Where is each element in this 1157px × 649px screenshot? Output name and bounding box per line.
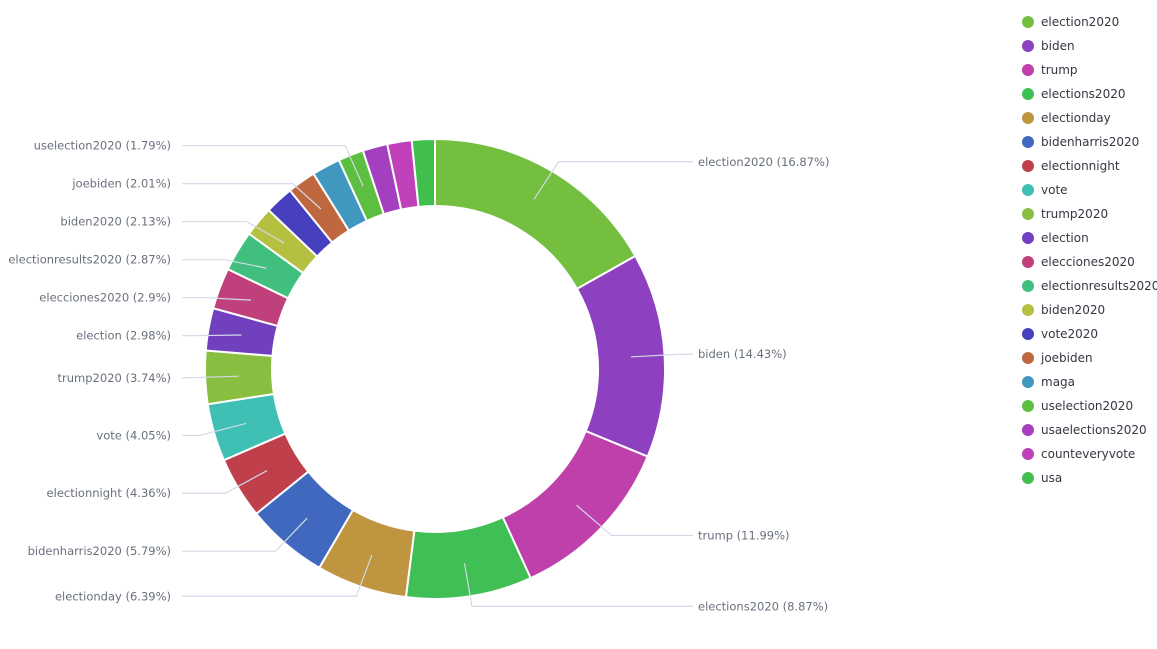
legend-item-counteveryvote[interactable]: counteveryvote xyxy=(1022,442,1157,466)
legend-item-electionnight[interactable]: electionnight xyxy=(1022,154,1157,178)
legend-label: biden xyxy=(1041,39,1075,53)
leader-line xyxy=(182,554,373,597)
legend-label: biden2020 xyxy=(1041,303,1106,317)
legend-swatch-icon xyxy=(1022,112,1034,124)
leader-line xyxy=(182,375,239,379)
legend-item-vote[interactable]: vote xyxy=(1022,178,1157,202)
leader-line xyxy=(463,563,693,607)
legend-swatch-icon xyxy=(1022,448,1034,460)
slice-label: uselection2020 (1.79%) xyxy=(34,139,171,153)
leader-line xyxy=(182,145,364,187)
legend-label: electionnight xyxy=(1041,159,1120,173)
slice-label: electionday (6.39%) xyxy=(55,589,171,603)
legend-label: elections2020 xyxy=(1041,87,1126,101)
legend-swatch-icon xyxy=(1022,88,1034,100)
slice-label: trump2020 (3.74%) xyxy=(58,371,171,385)
slice-label: election2020 (16.87%) xyxy=(698,155,829,169)
leader-line xyxy=(576,504,693,537)
legend-item-election2020[interactable]: election2020 xyxy=(1022,10,1157,34)
legend-item-bidenharris2020[interactable]: bidenharris2020 xyxy=(1022,130,1157,154)
legend-label: usa xyxy=(1041,471,1063,485)
legend-swatch-icon xyxy=(1022,136,1034,148)
legend-swatch-icon xyxy=(1022,328,1034,340)
legend-label: trump xyxy=(1041,63,1078,77)
slice-label: bidenharris2020 (5.79%) xyxy=(28,544,171,558)
legend-item-uselection2020[interactable]: uselection2020 xyxy=(1022,394,1157,418)
legend-item-elecciones2020[interactable]: elecciones2020 xyxy=(1022,250,1157,274)
legend-swatch-icon xyxy=(1022,208,1034,220)
slice-label: elections2020 (8.87%) xyxy=(698,599,828,613)
legend-swatch-icon xyxy=(1022,280,1034,292)
slice-label: vote (4.05%) xyxy=(96,428,171,442)
slice-label: electionresults2020 (2.87%) xyxy=(8,253,171,267)
leader-line xyxy=(182,422,247,437)
leader-line xyxy=(631,353,693,358)
slice-label: biden (14.43%) xyxy=(698,347,787,361)
legend-item-election[interactable]: election xyxy=(1022,226,1157,250)
donut-chart: election2020 (16.87%) biden (14.43%) trump… xyxy=(8,137,829,614)
legend-label: vote xyxy=(1041,183,1068,197)
legend-label: election xyxy=(1041,231,1089,245)
legend-swatch-icon xyxy=(1022,160,1034,172)
legend-swatch-icon xyxy=(1022,232,1034,244)
slice-label: joebiden (2.01%) xyxy=(71,177,171,191)
slice-label: trump (11.99%) xyxy=(698,528,790,542)
slice-label: electionnight (4.36%) xyxy=(47,486,171,500)
slice-label: elecciones2020 (2.9%) xyxy=(39,291,171,305)
legend-swatch-icon xyxy=(1022,256,1034,268)
legend-item-elections2020[interactable]: elections2020 xyxy=(1022,82,1157,106)
legend-label: usaelections2020 xyxy=(1041,423,1147,437)
legend-label: counteveryvote xyxy=(1041,447,1136,461)
legend-swatch-icon xyxy=(1022,40,1034,52)
legend-item-trump[interactable]: trump xyxy=(1022,58,1157,82)
legend-swatch-icon xyxy=(1022,184,1034,196)
leader-line xyxy=(182,334,242,337)
legend-label: election2020 xyxy=(1041,15,1120,29)
donut-slices xyxy=(204,137,666,600)
legend-label: electionresults2020 xyxy=(1041,279,1157,293)
legend-label: elecciones2020 xyxy=(1041,255,1135,269)
legend-item-maga[interactable]: maga xyxy=(1022,370,1157,394)
chart-legend: election2020 biden trump elections2020 elect… xyxy=(1022,10,1157,490)
legend-swatch-icon xyxy=(1022,16,1034,28)
slice-label: election (2.98%) xyxy=(76,329,171,343)
legend-item-biden2020[interactable]: biden2020 xyxy=(1022,298,1157,322)
leader-line xyxy=(182,297,252,301)
legend-item-trump2020[interactable]: trump2020 xyxy=(1022,202,1157,226)
leader-line xyxy=(182,470,268,494)
legend-swatch-icon xyxy=(1022,64,1034,76)
legend-label: electionday xyxy=(1041,111,1111,125)
slice-trump[interactable] xyxy=(501,429,649,580)
legend-item-electionresults2020[interactable]: electionresults2020 xyxy=(1022,274,1157,298)
legend-swatch-icon xyxy=(1022,352,1034,364)
legend-swatch-icon xyxy=(1022,304,1034,316)
legend-item-electionday[interactable]: electionday xyxy=(1022,106,1157,130)
legend-label: vote2020 xyxy=(1041,327,1099,341)
slice-label: biden2020 (2.13%) xyxy=(60,215,171,229)
legend-label: maga xyxy=(1041,375,1076,389)
legend-swatch-icon xyxy=(1022,400,1034,412)
legend-item-vote2020[interactable]: vote2020 xyxy=(1022,322,1157,346)
leader-line xyxy=(533,161,693,200)
legend-label: bidenharris2020 xyxy=(1041,135,1140,149)
legend-swatch-icon xyxy=(1022,472,1034,484)
leader-line xyxy=(182,517,308,552)
legend-label: joebiden xyxy=(1041,351,1093,365)
slice-labels: election2020 (16.87%) biden (14.43%) trump… xyxy=(8,139,829,614)
leader-line xyxy=(182,221,285,244)
legend-item-usa[interactable]: usa xyxy=(1022,466,1157,490)
legend-swatch-icon xyxy=(1022,376,1034,388)
leader-line xyxy=(182,183,322,210)
legend-label: uselection2020 xyxy=(1041,399,1134,413)
legend-swatch-icon xyxy=(1022,424,1034,436)
leader-line xyxy=(182,259,267,269)
legend-item-joebiden[interactable]: joebiden xyxy=(1022,346,1157,370)
slice-usa[interactable] xyxy=(410,137,436,208)
legend-label: trump2020 xyxy=(1041,207,1109,221)
legend-item-biden[interactable]: biden xyxy=(1022,34,1157,58)
legend-item-usaelections2020[interactable]: usaelections2020 xyxy=(1022,418,1157,442)
